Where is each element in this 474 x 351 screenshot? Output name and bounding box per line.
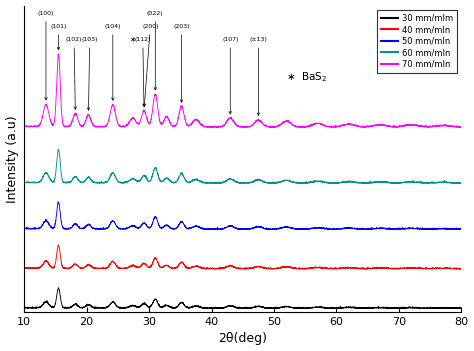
50 mm/mIn [423,227,429,231]
Text: (100): (100) [38,11,54,100]
40 mm/mIn [229,263,235,267]
30 mm/mIm [209,306,214,310]
50 mm/mIn [458,227,464,231]
30 mm/mIm [21,306,27,310]
Text: (103): (103) [82,37,98,110]
Text: (203): (203) [173,24,190,102]
50 mm/mIn [21,227,27,231]
50 mm/mIn [458,227,464,232]
40 mm/mIn [423,266,429,271]
60 mm/mIn [205,181,211,185]
Text: (101): (101) [50,24,67,50]
70 mm/mIn [209,125,214,129]
Text: (104): (104) [105,24,121,100]
30 mm/mIm [445,306,451,310]
50 mm/mIn [445,227,451,231]
30 mm/mIm [423,306,429,310]
50 mm/mIn [229,224,235,229]
60 mm/mIn [209,181,214,185]
40 mm/mIn [458,266,464,270]
40 mm/mIn [445,266,451,271]
30 mm/mIm [55,286,61,290]
60 mm/mIn [445,181,451,185]
40 mm/mIn [339,266,345,270]
70 mm/mIn [205,125,211,129]
60 mm/mIn [458,181,464,185]
70 mm/mIn [299,125,305,130]
70 mm/mIn [229,117,235,121]
70 mm/mIn [458,125,464,129]
Text: (102): (102) [66,37,82,109]
Text: (±13): (±13) [249,37,267,115]
Text: (112): (112) [135,37,151,106]
Line: 40 mm/mIn: 40 mm/mIn [24,245,461,269]
50 mm/mIn [209,227,214,231]
60 mm/mIn [456,181,462,185]
60 mm/mIn [229,178,235,182]
70 mm/mIn [21,124,27,128]
30 mm/mIm [339,306,345,310]
Text: (022): (022) [147,11,164,90]
Text: (107): (107) [222,37,238,114]
30 mm/mIm [458,306,464,311]
Line: 30 mm/mIm: 30 mm/mIm [24,288,461,309]
Legend: 30 mm/mIm, 40 mm/mIn, 50 mm/mIn, 60 mm/mIn, 70 mm/mIn: 30 mm/mIm, 40 mm/mIn, 50 mm/mIn, 60 mm/m… [377,10,457,73]
40 mm/mIn [56,243,62,247]
30 mm/mIm [205,306,211,311]
50 mm/mIn [205,227,211,231]
Line: 70 mm/mIn: 70 mm/mIn [24,54,461,127]
Text: (200): (200) [142,24,158,106]
Text: $\ast$: $\ast$ [129,34,137,44]
70 mm/mIn [445,124,451,128]
60 mm/mIn [56,147,62,151]
70 mm/mIn [424,124,429,128]
30 mm/mIm [229,304,235,309]
70 mm/mIn [56,52,62,56]
40 mm/mIn [21,266,27,270]
Y-axis label: Intensity (a.u): Intensity (a.u) [6,115,18,203]
50 mm/mIn [55,200,61,204]
X-axis label: 2θ(deg): 2θ(deg) [218,332,267,345]
60 mm/mIn [21,180,27,184]
50 mm/mIn [339,226,345,231]
60 mm/mIn [423,181,429,185]
60 mm/mIn [339,180,345,185]
Text: $\ast$  BaS$_2$: $\ast$ BaS$_2$ [286,70,328,84]
Line: 50 mm/mIn: 50 mm/mIn [24,202,461,230]
30 mm/mIm [458,306,464,311]
40 mm/mIn [209,267,214,271]
70 mm/mIn [339,123,345,127]
40 mm/mIn [458,267,464,271]
Line: 60 mm/mIn: 60 mm/mIn [24,149,461,183]
40 mm/mIn [205,267,211,271]
